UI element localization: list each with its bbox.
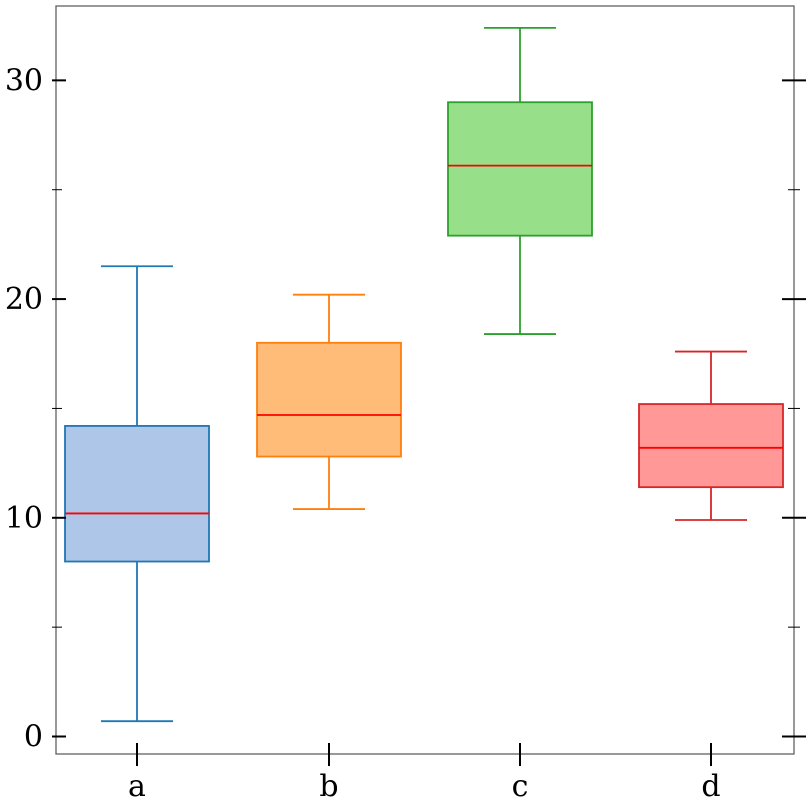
y-tick-label-30: 30 xyxy=(5,63,43,98)
y-tick-label-10: 10 xyxy=(5,501,43,536)
box-c xyxy=(447,101,593,237)
box-group-d xyxy=(638,350,784,521)
axes: 0 10 20 30 a b c d xyxy=(5,63,806,804)
plot-frame xyxy=(55,5,795,755)
x-tick-label-d: d xyxy=(701,769,720,804)
y-tick-label-0: 0 xyxy=(24,720,43,755)
box-a xyxy=(64,425,210,563)
x-tick-label-a: a xyxy=(128,769,146,804)
x-tick-label-b: b xyxy=(319,769,338,804)
box-b xyxy=(256,341,402,458)
y-tick-label-20: 20 xyxy=(5,282,43,317)
x-tick-label-c: c xyxy=(512,769,529,804)
plot-area xyxy=(64,26,784,723)
box-d xyxy=(638,403,784,489)
box-group-b xyxy=(256,293,402,510)
box-group-c xyxy=(447,26,593,335)
box-group-a xyxy=(64,265,210,723)
